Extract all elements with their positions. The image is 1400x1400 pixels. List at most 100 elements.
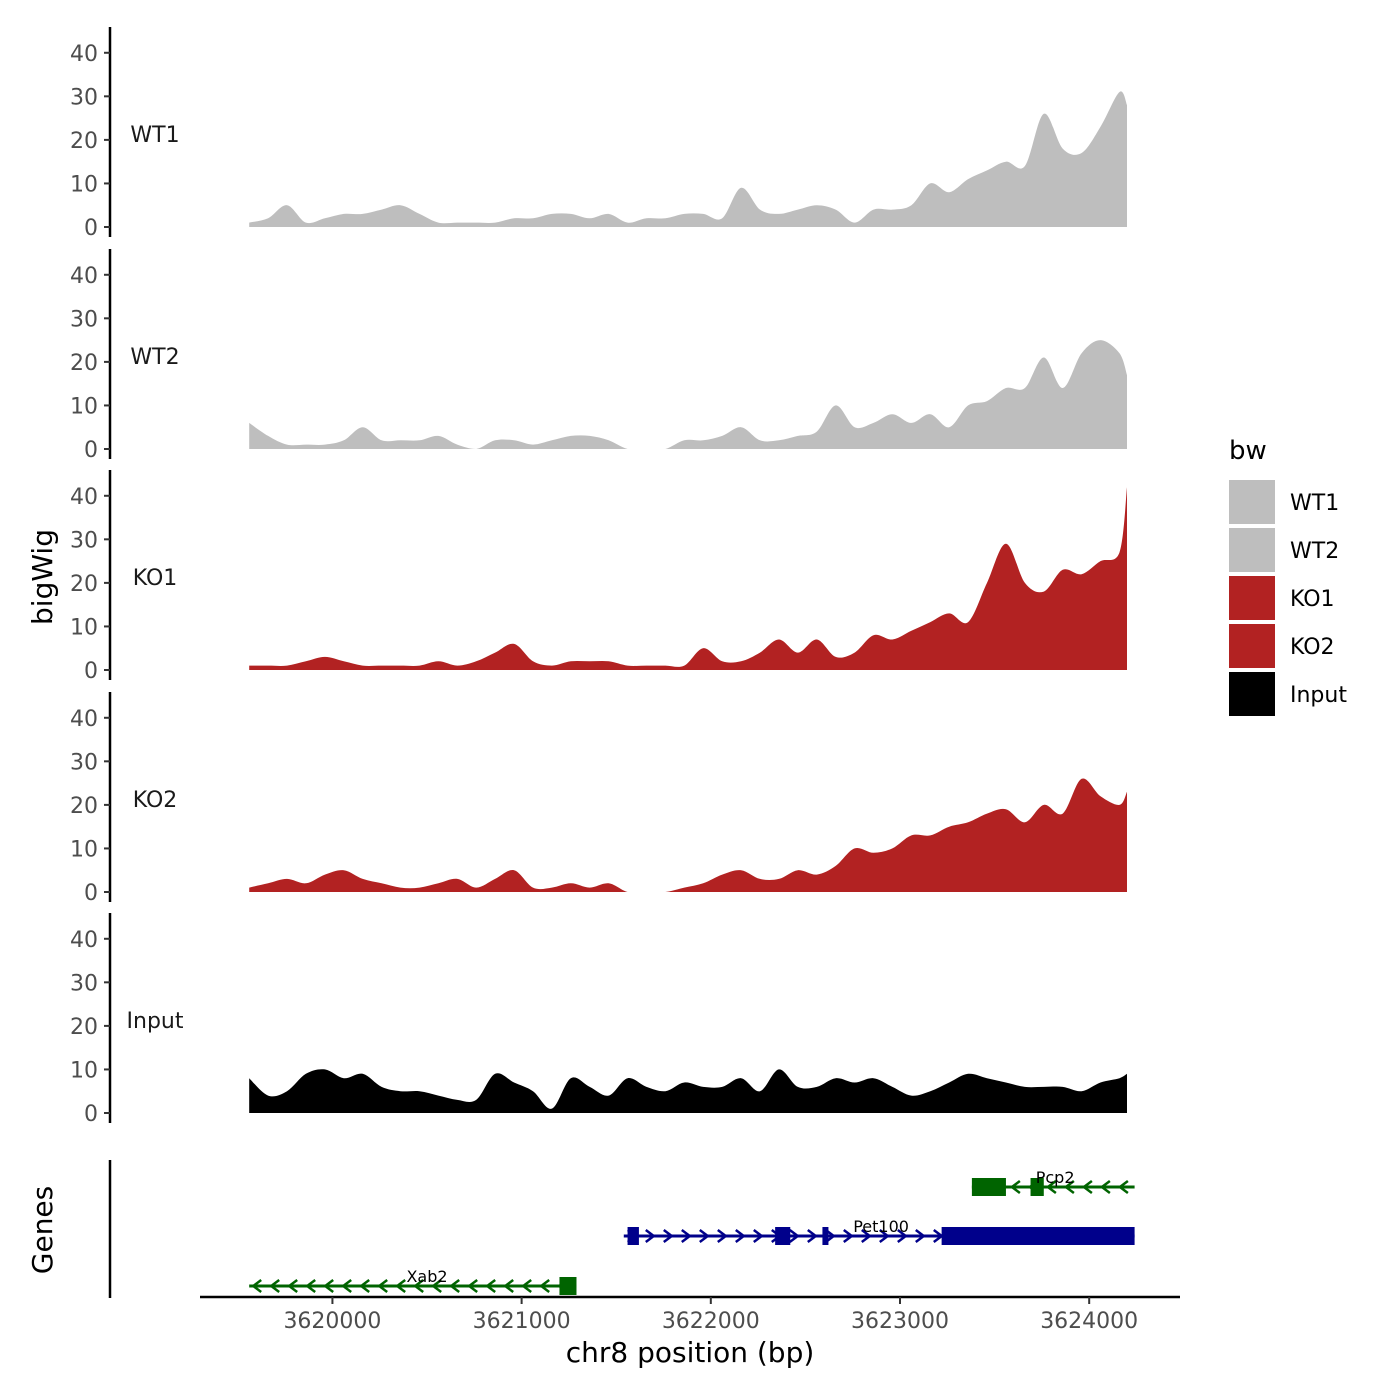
y-tick-label: 30 <box>70 750 98 775</box>
strand-chevron <box>521 1279 532 1293</box>
legend-label: WT2 <box>1290 539 1339 564</box>
y-tick-label: 10 <box>70 615 98 640</box>
strand-chevron <box>377 1279 388 1293</box>
gene-exon <box>775 1227 791 1245</box>
strand-chevron <box>431 1279 442 1293</box>
strand-chevron <box>1063 1180 1075 1194</box>
legend-title: bw <box>1229 436 1267 466</box>
y-tick-label: 20 <box>70 572 98 597</box>
legend-label: Input <box>1290 683 1347 708</box>
gene-exon <box>971 1178 1006 1196</box>
y-tick-label: 20 <box>70 351 98 376</box>
y-tick-label: 40 <box>70 707 98 732</box>
legend-item-wt2: WT2 <box>1229 528 1339 572</box>
y-tick-label: 40 <box>70 264 98 289</box>
y-tick-label: 40 <box>70 42 98 67</box>
legend: bw WT1 WT2 KO1 KO2 Input <box>1229 436 1347 716</box>
y-tick-label: 0 <box>84 1102 98 1127</box>
coverage-area-input <box>249 1069 1127 1113</box>
legend-item-input: Input <box>1229 672 1347 716</box>
track-label: WT1 <box>130 123 179 148</box>
gene-exon <box>941 1227 1135 1245</box>
strand-chevron <box>305 1279 316 1293</box>
strand-chevron <box>1081 1180 1093 1194</box>
legend-item-wt1: WT1 <box>1229 480 1339 524</box>
gene-exon <box>559 1277 577 1295</box>
legend-item-ko1: KO1 <box>1229 576 1335 620</box>
strand-chevron <box>717 1229 728 1243</box>
strand-chevron <box>1045 1180 1057 1194</box>
strand-chevron <box>503 1279 514 1293</box>
x-tick-label: 3622000 <box>662 1309 760 1334</box>
strand-chevron <box>699 1229 710 1243</box>
strand-chevron <box>485 1279 496 1293</box>
strand-chevron <box>681 1229 692 1243</box>
gene-xab2: Xab2 <box>249 1267 577 1295</box>
gene-label-xab2: Xab2 <box>406 1267 447 1286</box>
track-panels: 0 10 20 30 40 WT1 0 10 20 30 40 WT2 0 10 20 30 40 KO1 0 10 2… <box>70 27 1127 1127</box>
coverage-area-ko1 <box>249 487 1127 670</box>
y-tick-label: 30 <box>70 85 98 110</box>
coverage-area-wt2 <box>249 340 1127 449</box>
y-tick-label: 40 <box>70 485 98 510</box>
strand-chevron <box>645 1229 656 1243</box>
track-label: WT2 <box>130 345 179 370</box>
y-tick-label: 30 <box>70 971 98 996</box>
x-tick-label: 3621000 <box>473 1309 571 1334</box>
y-tick-label: 20 <box>70 1015 98 1040</box>
strand-chevron <box>323 1279 334 1293</box>
legend-label: KO1 <box>1290 587 1335 612</box>
legend-item-ko2: KO2 <box>1229 624 1335 668</box>
legend-swatch <box>1229 480 1275 524</box>
x-axis: 3620000 3621000 3622000 3623000 3624000 <box>200 1295 1180 1334</box>
strand-chevron <box>251 1279 262 1293</box>
track-panel-ko2: 0 10 20 30 40 KO2 <box>70 692 1127 906</box>
strand-chevron <box>395 1279 406 1293</box>
strand-chevron <box>861 1229 872 1243</box>
gene-label-pcp2: Pcp2 <box>1036 1168 1075 1187</box>
strand-chevron <box>449 1279 460 1293</box>
strand-chevron <box>663 1229 674 1243</box>
strand-chevron <box>539 1279 550 1293</box>
strand-chevron <box>287 1279 298 1293</box>
y-tick-label: 20 <box>70 794 98 819</box>
track-panel-wt2: 0 10 20 30 40 WT2 <box>70 249 1127 463</box>
legend-swatch <box>1229 672 1275 716</box>
strand-chevron <box>879 1229 890 1243</box>
legend-swatch <box>1229 624 1275 668</box>
gene-pet100: Pet100 <box>623 1217 1135 1245</box>
track-panel-input: 0 10 20 30 40 Input <box>70 913 1127 1127</box>
strand-chevron <box>413 1279 424 1293</box>
track-label: KO1 <box>133 566 178 591</box>
x-tick-label: 3624000 <box>1040 1309 1138 1334</box>
y-tick-label: 30 <box>70 307 98 332</box>
y-tick-label: 40 <box>70 928 98 953</box>
strand-chevron <box>1009 1180 1021 1194</box>
gene-exon <box>822 1227 829 1245</box>
gene-exon <box>1030 1178 1044 1196</box>
y-tick-label: 0 <box>84 216 98 241</box>
strand-chevron <box>341 1279 352 1293</box>
strand-chevron <box>789 1229 800 1243</box>
strand-chevron <box>1117 1180 1129 1194</box>
strand-chevron <box>269 1279 280 1293</box>
y-axis-title: bigWig <box>26 529 59 625</box>
y-tick-label: 10 <box>70 1058 98 1083</box>
y-tick-label: 20 <box>70 129 98 154</box>
strand-chevron <box>825 1229 836 1243</box>
track-panel-wt1: 0 10 20 30 40 WT1 <box>70 27 1127 241</box>
y-tick-label: 10 <box>70 837 98 862</box>
legend-label: WT1 <box>1290 491 1339 516</box>
legend-label: KO2 <box>1290 635 1335 660</box>
x-tick-label: 3623000 <box>851 1309 949 1334</box>
legend-swatch <box>1229 528 1275 572</box>
strand-chevron <box>807 1229 818 1243</box>
y-tick-label: 10 <box>70 172 98 197</box>
strand-chevron <box>915 1229 926 1243</box>
y-tick-label: 0 <box>84 659 98 684</box>
genes-panel: Pcp2 Pet100 Xab2 <box>108 1160 1135 1298</box>
coverage-area-ko2 <box>249 778 1127 892</box>
gene-label-pet100: Pet100 <box>853 1217 909 1236</box>
strand-chevron <box>897 1229 908 1243</box>
